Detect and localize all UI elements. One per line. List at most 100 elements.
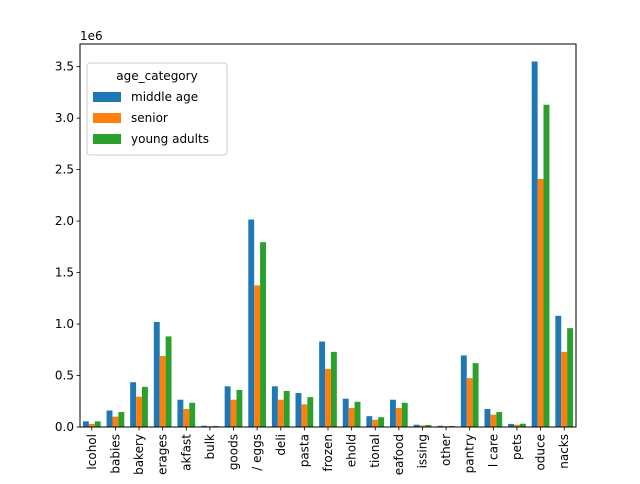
- x-tick-label: lcohol: [85, 434, 99, 470]
- bar-senior-household: [348, 407, 355, 427]
- y-axis-offset-label: 1e6: [80, 29, 103, 43]
- bar-middle-age-beverages: [153, 321, 160, 427]
- bar-middle-age-dairy-eggs: [248, 219, 255, 427]
- x-tick-label: nacks: [557, 434, 571, 469]
- bar-young-adults-personal-care: [496, 412, 503, 427]
- bar-young-adults-bulk: [212, 425, 219, 427]
- x-tick-label: pets: [510, 434, 524, 460]
- legend-label-young-adults: young adults: [131, 132, 209, 146]
- bar-middle-age-frozen: [319, 341, 326, 427]
- legend-swatch-senior: [93, 113, 121, 123]
- bar-senior-beverages: [159, 355, 166, 427]
- bar-middle-age-snacks: [555, 315, 562, 427]
- x-tick-label: other: [439, 434, 453, 466]
- bar-young-adults-pets: [519, 423, 526, 427]
- bar-young-adults-alcohol: [94, 421, 101, 427]
- legend-box: [86, 62, 228, 156]
- bar-middle-age-international: [366, 416, 373, 427]
- y-tick-label: 2.5: [55, 163, 74, 177]
- bar-young-adults-dry-goods-pasta: [307, 397, 314, 427]
- y-tick-label: 1.0: [55, 317, 74, 331]
- x-tick-label: tional: [368, 434, 382, 468]
- x-tick-label: eafood: [392, 434, 406, 475]
- bar-young-adults-bakery: [142, 386, 148, 427]
- bar-middle-age-bakery: [130, 382, 137, 427]
- bar-middle-age-pets: [508, 423, 514, 427]
- x-tick-label: oduce: [534, 434, 548, 471]
- x-tick-label: goods: [227, 434, 241, 470]
- bar-senior-meat-seafood: [395, 407, 402, 427]
- x-tick-label: erages: [156, 434, 170, 475]
- bar-middle-age-breakfast: [177, 399, 184, 427]
- bar-middle-age-produce: [531, 61, 538, 427]
- y-tick-label: 3.5: [55, 60, 74, 74]
- bar-senior-dairy-eggs: [254, 285, 261, 427]
- bar-young-adults-other: [449, 425, 455, 427]
- plot-frame: [79, 43, 577, 428]
- bar-middle-age-meat-seafood: [390, 399, 396, 427]
- bar-middle-age-bulk: [201, 425, 207, 427]
- bar-young-adults-household: [354, 401, 361, 427]
- bar-senior-frozen: [325, 368, 331, 427]
- x-tick-label: akfast: [179, 434, 193, 471]
- bar-middle-age-household: [342, 398, 349, 427]
- bar-young-adults-breakfast: [189, 402, 196, 427]
- legend-label-middle-age: middle age: [131, 90, 198, 104]
- bars-layer: [82, 61, 574, 428]
- legend-swatch-young-adults: [93, 134, 121, 144]
- legend-label-senior: senior: [131, 111, 168, 125]
- bar-young-adults-dairy-eggs: [260, 242, 266, 427]
- bar-young-adults-canned-goods: [236, 389, 243, 427]
- x-tick-label: bakery: [132, 434, 146, 475]
- bar-senior-snacks: [561, 351, 568, 427]
- x-tick-label: bulk: [203, 434, 217, 460]
- y-tick-label: 0.5: [55, 369, 74, 383]
- bar-young-adults-missing: [425, 424, 432, 427]
- x-tick-label: pantry: [463, 434, 477, 473]
- bar-senior-canned-goods: [230, 399, 237, 427]
- bar-senior-bakery: [136, 396, 142, 427]
- bar-senior-produce: [537, 178, 544, 427]
- y-tick-label: 3.0: [55, 111, 74, 125]
- bar-young-adults-beverages: [165, 336, 172, 427]
- legend-title: age_category: [116, 69, 197, 83]
- bar-senior-breakfast: [183, 408, 190, 427]
- bar-middle-age-babies: [106, 410, 113, 427]
- x-tick-label: l care: [486, 434, 500, 467]
- bar-middle-age-dry-goods-pasta: [295, 393, 302, 427]
- y-tick-label: 2.0: [55, 214, 74, 228]
- bar-young-adults-produce: [543, 104, 550, 428]
- x-tick-label: babies: [108, 434, 122, 474]
- bar-senior-alcohol: [88, 423, 95, 427]
- bar-young-adults-pantry: [472, 363, 479, 427]
- x-tick-label: ehold: [345, 434, 359, 467]
- x-tick-label: issing: [415, 434, 429, 468]
- bar-middle-age-canned-goods: [224, 386, 231, 427]
- x-tick-label: / eggs: [250, 434, 264, 471]
- x-tick-label: pasta: [297, 434, 311, 467]
- y-axis: 0.0 0.5 1.0 1.5 2.0 2.5 3.0 3.5: [55, 60, 80, 434]
- legend-swatch-middle-age: [93, 92, 121, 102]
- y-tick-label: 1.5: [55, 266, 74, 280]
- bar-middle-age-alcohol: [82, 421, 89, 427]
- bar-senior-pets: [514, 424, 520, 427]
- bar-middle-age-pantry: [460, 355, 467, 427]
- bar-young-adults-frozen: [330, 351, 337, 427]
- bar-middle-age-deli: [271, 386, 278, 427]
- bar-senior-personal-care: [490, 414, 497, 427]
- x-tick-label: frozen: [321, 434, 335, 472]
- bar-young-adults-meat-seafood: [401, 402, 408, 427]
- bar-middle-age-other: [437, 425, 444, 427]
- bar-young-adults-deli: [283, 390, 290, 427]
- bar-senior-babies: [112, 416, 119, 427]
- x-axis: lcohol babies bakery erages akfast bulk goods /…: [85, 427, 571, 475]
- bar-senior-dry-goods-pasta: [301, 404, 308, 427]
- bar-senior-missing: [419, 425, 426, 427]
- bar-young-adults-babies: [118, 412, 125, 427]
- bar-senior-international: [372, 419, 379, 427]
- bar-senior-deli: [277, 399, 284, 427]
- bar-middle-age-personal-care: [484, 408, 491, 427]
